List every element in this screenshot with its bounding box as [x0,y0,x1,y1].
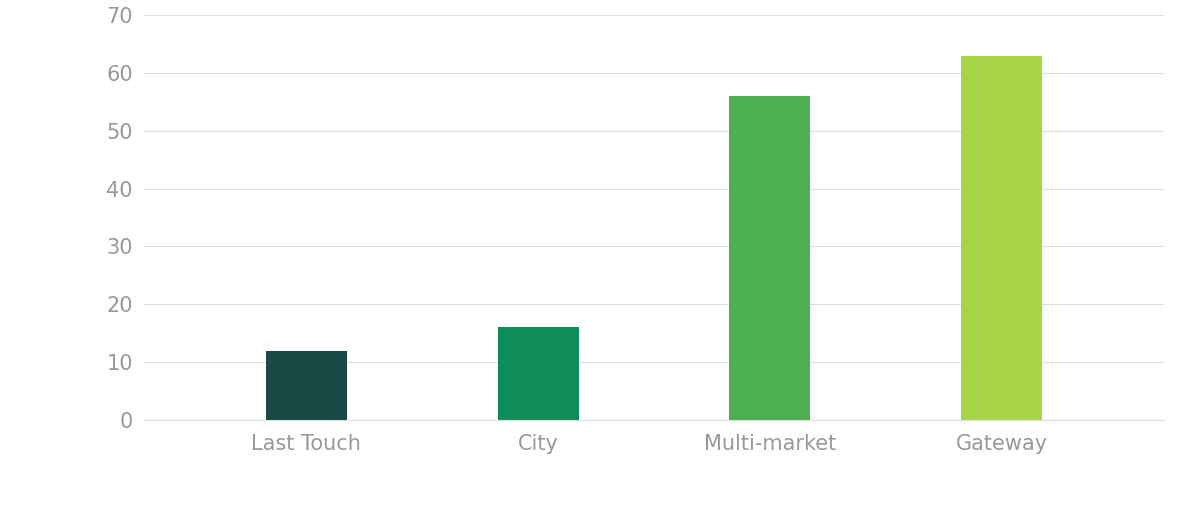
Bar [265,351,347,420]
Bar [498,327,578,420]
Bar [961,56,1043,420]
Bar [730,96,810,420]
